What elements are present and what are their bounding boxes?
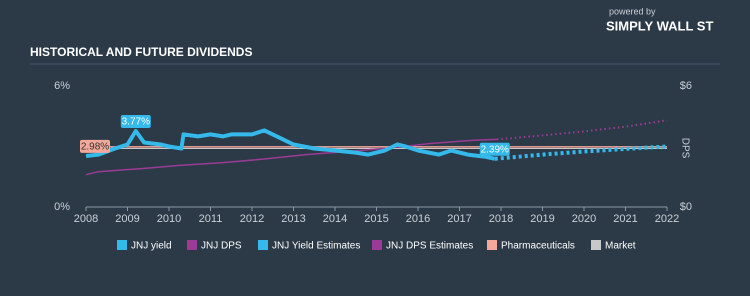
- x-tick-label: 2008: [74, 213, 98, 225]
- y2-tick-label: $0: [680, 201, 692, 213]
- legend-swatch: [187, 240, 197, 250]
- x-tick-label: 2018: [489, 213, 513, 225]
- series-line: [494, 144, 668, 161]
- x-tick-label: 2009: [115, 213, 139, 225]
- title: HISTORICAL AND FUTURE DIVIDENDS: [30, 45, 252, 59]
- legend-swatch: [258, 240, 268, 250]
- series-line: [85, 128, 496, 161]
- x-tick-label: 2012: [240, 213, 264, 225]
- legend-swatch: [117, 240, 127, 250]
- value-label: 3.77%: [122, 117, 150, 128]
- legend-label: JNJ DPS Estimates: [386, 241, 473, 252]
- y2-tick-label: $6: [680, 80, 692, 92]
- x-tick-label: 2017: [447, 213, 471, 225]
- logo: SIMPLY WALL ST: [606, 18, 713, 33]
- legend-label: JNJ yield: [131, 241, 172, 252]
- series-line: [85, 138, 497, 176]
- value-label-box: [120, 114, 151, 128]
- value-label-box: [80, 139, 110, 153]
- x-tick-label: 2013: [281, 213, 305, 225]
- legend-label: JNJ DPS: [201, 241, 242, 252]
- x-tick-label: 2022: [655, 213, 679, 225]
- x-tick-label: 2021: [613, 213, 637, 225]
- value-label-box: [479, 142, 510, 156]
- series-line: [496, 119, 668, 141]
- x-tick-label: 2020: [572, 213, 596, 225]
- x-tick-label: 2015: [364, 213, 388, 225]
- value-label: 2.98%: [81, 142, 109, 153]
- y-tick-label: 6%: [54, 80, 70, 92]
- x-tick-label: 2014: [323, 213, 347, 225]
- legend-swatch: [372, 240, 382, 250]
- x-tick-label: 2011: [199, 213, 223, 225]
- x-tick-label: 2019: [530, 213, 554, 225]
- value-label: 2.39%: [481, 144, 509, 155]
- legend-swatch: [487, 240, 497, 250]
- logo-small: powered by: [609, 6, 656, 16]
- x-tick-label: 2010: [157, 213, 181, 225]
- x-tick-label: 2016: [406, 213, 430, 225]
- legend-label: Pharmaceuticals: [501, 241, 575, 252]
- y-tick-label: 0%: [54, 201, 70, 213]
- legend-label: Market: [605, 241, 636, 252]
- legend-swatch: [591, 240, 601, 250]
- legend-label: JNJ Yield Estimates: [272, 241, 360, 252]
- y2-label: DPS: [679, 138, 690, 159]
